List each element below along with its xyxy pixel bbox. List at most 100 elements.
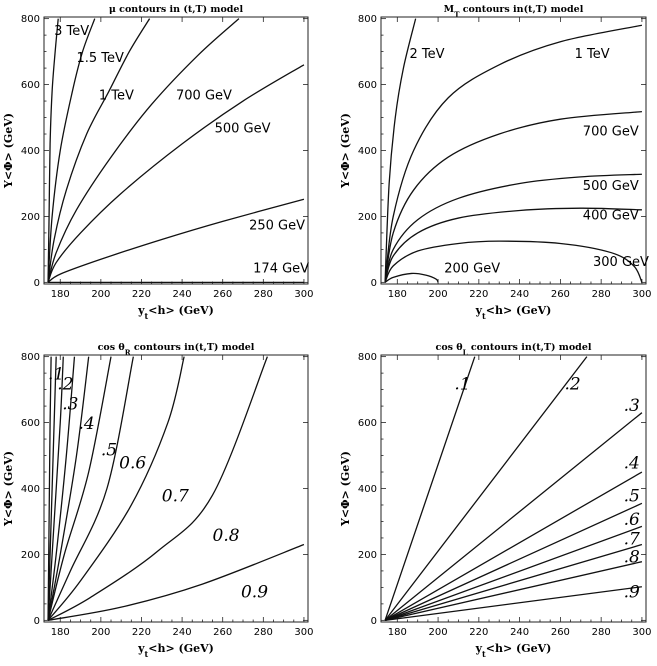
contour-label: .1 [48, 365, 64, 385]
y-tick-label: 0 [34, 278, 40, 289]
panel-mt: MT contours in(t,T) model 180 200 220 240 260… [339, 4, 651, 321]
contour-label: 500 GeV [583, 179, 639, 194]
x-tick-label: 200 [91, 289, 110, 300]
x-axis-label: yt<h> (GeV) [475, 304, 552, 321]
y-axis-label: Y<Φ> (GeV) [339, 451, 352, 527]
contour-label: .1 [454, 375, 470, 395]
y-tick-label: 400 [358, 484, 377, 495]
x-tick-label: 260 [551, 289, 570, 300]
y-tick-label: 200 [21, 212, 40, 223]
contour-line [47, 356, 57, 621]
contour-line [384, 356, 476, 621]
y-tick-label: 200 [21, 550, 40, 561]
y-tick-label: 800 [358, 14, 377, 25]
x-tick-label: 200 [91, 627, 110, 638]
panel-cosL: cos θL contours in(t,T) model 180 200 220 24… [339, 342, 651, 659]
contour-line [47, 356, 185, 621]
contour-label: 3 TeV [54, 24, 89, 39]
contour-line [384, 502, 643, 621]
x-axis-label: yt<h> (GeV) [137, 304, 214, 321]
contour-line [47, 356, 134, 621]
x-tick-label: 220 [132, 627, 151, 638]
y-tick-label: 800 [358, 352, 377, 363]
title-main: cos θ [98, 342, 125, 353]
y-tick-label: 200 [358, 212, 377, 223]
contour-line [384, 272, 439, 283]
contour-line [384, 207, 642, 283]
y-tick-label: 200 [358, 550, 377, 561]
contour-label: 1.5 TeV [76, 51, 124, 66]
x-tick-label: 260 [213, 627, 232, 638]
x-tick-label: 180 [388, 627, 407, 638]
x-tick-label: 240 [510, 627, 529, 638]
contour-line [47, 356, 76, 621]
contour-label: 174 GeV [253, 261, 309, 276]
curves [47, 356, 305, 621]
contour-line [47, 356, 52, 621]
x-tick-label: 260 [551, 627, 570, 638]
contour-label: .7 [624, 530, 640, 550]
y-axis-label: Y<Φ> (GeV) [339, 113, 352, 189]
x-tick-label: 280 [592, 289, 611, 300]
panel-cosR: cos θR contours in(t,T) model 180 200 220 24… [2, 342, 313, 659]
contour-label: 1 TeV [575, 47, 610, 62]
curves [47, 18, 305, 283]
x-tick-label: 300 [294, 627, 313, 638]
contour-line [47, 18, 96, 283]
contour-label: 400 GeV [583, 209, 639, 224]
contour-label: 300 GeV [593, 255, 649, 270]
panel-mu: μ contours in (t,T) model 180 200 220 240 260… [2, 4, 313, 321]
contour-line [47, 18, 240, 283]
x-tick-label: 180 [388, 289, 407, 300]
x-tick-label: 220 [469, 627, 488, 638]
contour-line [47, 356, 90, 621]
x-tick-label: 280 [254, 627, 273, 638]
x-tick-label: 240 [510, 289, 529, 300]
contour-label: .6 [624, 510, 640, 530]
y-tick-label: 0 [34, 616, 40, 627]
x-tick-label: 200 [429, 627, 448, 638]
title-main: M [444, 4, 455, 15]
contour-label: .9 [624, 582, 640, 602]
x-tick-label: 200 [429, 289, 448, 300]
x-tick-label: 180 [51, 289, 70, 300]
contour-line [47, 198, 305, 283]
y-tick-label: 0 [371, 278, 377, 289]
contour-label: .2 [564, 375, 580, 395]
contour-line [384, 240, 643, 283]
x-tick-label: 220 [132, 289, 151, 300]
y-tick-label: 600 [21, 80, 40, 91]
x-tick-label: 240 [173, 289, 192, 300]
title-main: cos θ [436, 342, 463, 353]
x-axis-label: yt<h> (GeV) [475, 642, 552, 659]
contour-label: .5 [624, 487, 640, 507]
title-subscript: T [454, 10, 460, 19]
x-tick-label: 180 [51, 627, 70, 638]
panel-title: cos θR contours in(t,T) model [98, 342, 255, 357]
contour-label: 0.6 [119, 454, 146, 474]
title-subscript: R [125, 348, 131, 357]
contour-label: 1 TeV [99, 88, 134, 103]
contour-line [384, 110, 642, 283]
contour-label: 700 GeV [583, 125, 639, 140]
title-rest: contours in(t,T) model [459, 4, 583, 15]
x-tick-label: 300 [632, 627, 651, 638]
y-tick-label: 400 [21, 146, 40, 157]
contour-label: .8 [624, 548, 640, 568]
contour-label: .2 [57, 375, 73, 395]
contour-label: .4 [624, 454, 640, 474]
contour-line [384, 356, 588, 621]
x-tick-label: 280 [592, 627, 611, 638]
contour-line [47, 18, 151, 283]
title-subscript: L [463, 348, 468, 357]
x-tick-label: 240 [173, 627, 192, 638]
contour-line [47, 543, 305, 621]
contour-label: 700 GeV [176, 88, 232, 103]
y-tick-label: 800 [21, 352, 40, 363]
title-rest: contours in(t,T) model [131, 342, 255, 353]
x-tick-label: 280 [254, 289, 273, 300]
contour-line [384, 24, 643, 283]
contour-label: 200 GeV [444, 261, 500, 276]
contour-line [384, 18, 417, 283]
title-main: μ contours in (t,T) model [109, 4, 244, 15]
